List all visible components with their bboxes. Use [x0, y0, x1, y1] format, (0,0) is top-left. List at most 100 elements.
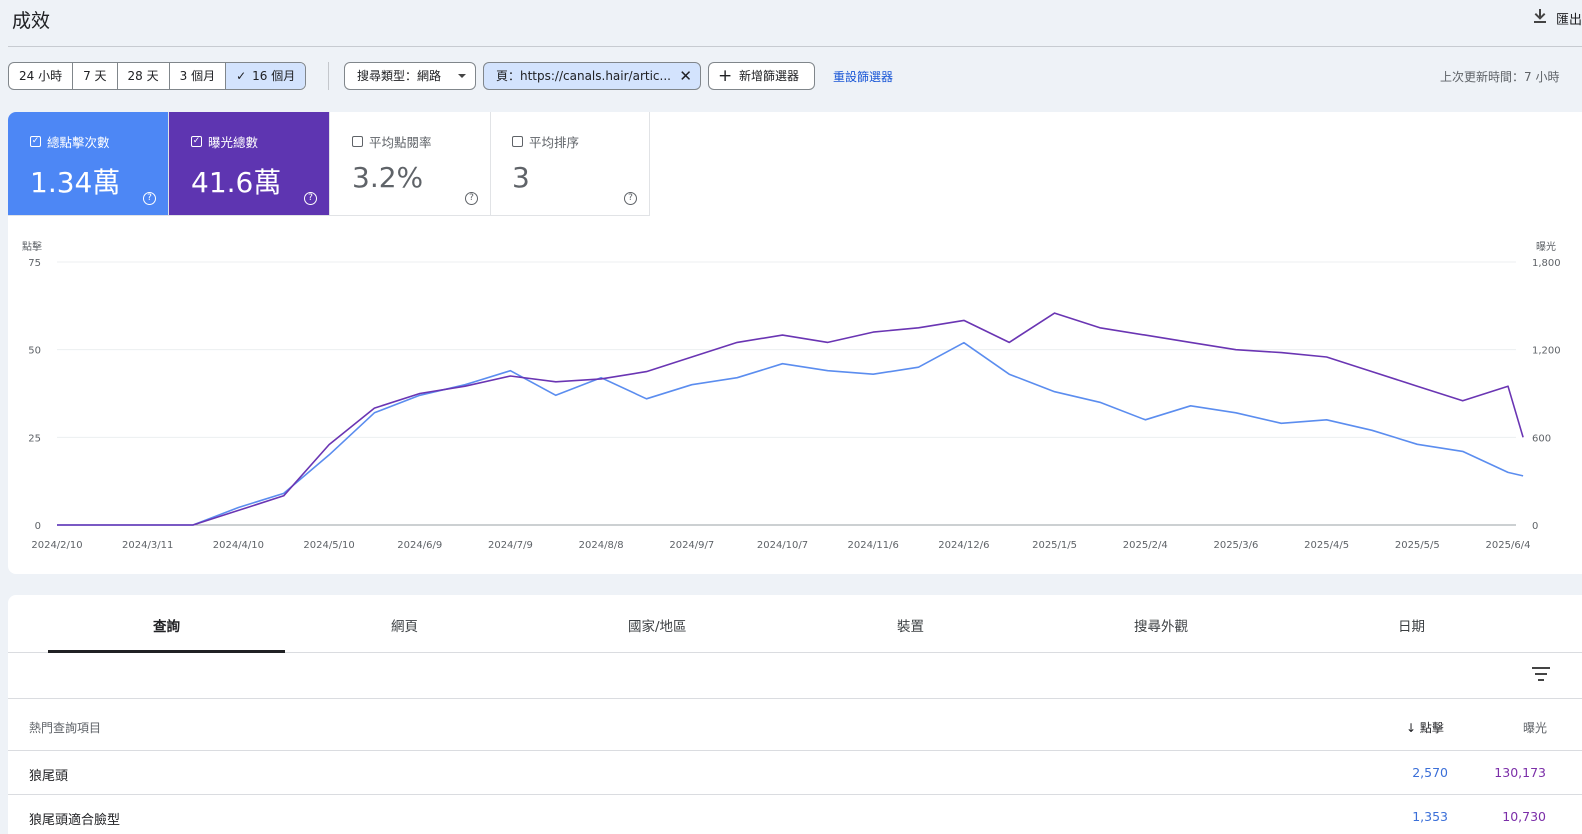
query-cell: 狼尾頭 [29, 769, 69, 784]
export-label: 匯出 [1555, 12, 1582, 28]
column-header-clicks[interactable]: ↓ 點擊 [1406, 721, 1444, 735]
last-updated-text: 上次更新時間：7 小時 [1440, 70, 1560, 84]
y-right-tick-label: 600 [1532, 433, 1551, 444]
checkbox-unchecked-icon [352, 136, 363, 147]
x-tick-label: 2024/9/7 [669, 540, 714, 551]
tab-dates[interactable]: 日期 [1398, 619, 1425, 635]
x-tick-label: 2024/7/9 [488, 540, 533, 551]
tab-pages[interactable]: 網頁 [391, 619, 418, 635]
close-icon[interactable]: ✕ [679, 67, 692, 85]
x-tick-label: 2025/5/5 [1395, 540, 1440, 551]
range-3m-button[interactable]: 3 個月 [170, 63, 227, 89]
x-tick-label: 2024/3/11 [122, 540, 173, 551]
metric-label: 平均點閱率 [369, 135, 432, 150]
header-divider [8, 46, 1582, 47]
plus-icon: + [718, 66, 733, 86]
performance-chart-card: ✓ 總點擊次數 1.34萬 ? ✓ 曝光總數 41.6萬 ? 平均點閱率 3.2% … [8, 112, 1582, 574]
help-icon[interactable]: ? [465, 192, 478, 205]
export-button[interactable]: 匯出 [1532, 8, 1582, 28]
page-filter-label: 頁：https://canals.hair/artic... [496, 69, 671, 83]
metric-value: 1.34萬 [30, 166, 121, 199]
results-table-card: 查詢 網頁 國家/地區 裝置 搜尋外觀 日期 熱門查詢項目 ↓ 點擊 曝光 狼尾… [8, 595, 1582, 834]
x-tick-label: 2024/6/9 [397, 540, 442, 551]
impressions-cell: 130,173 [1494, 765, 1546, 780]
tab-devices[interactable]: 裝置 [897, 619, 924, 635]
x-tick-label: 2025/2/4 [1123, 540, 1168, 551]
metric-value: 3 [512, 161, 530, 194]
metric-total-clicks[interactable]: ✓ 總點擊次數 1.34萬 ? [8, 112, 169, 216]
range-24h-button[interactable]: 24 小時 [9, 63, 74, 89]
y-left-tick-label: 0 [35, 521, 41, 532]
x-tick-label: 2024/4/10 [213, 540, 264, 551]
x-tick-label: 2024/12/6 [938, 540, 989, 551]
search-type-label: 搜尋類型：網路 [357, 69, 442, 83]
x-tick-label: 2024/8/8 [579, 540, 624, 551]
reset-filters-link[interactable]: 重設篩選器 [833, 70, 894, 84]
impressions-cell: 10,730 [1502, 809, 1546, 824]
filter-icon[interactable] [1532, 667, 1550, 681]
y-left-tick-label: 25 [28, 433, 41, 444]
range-28d-button[interactable]: 28 天 [118, 63, 170, 89]
y-left-axis-label: 點擊 [22, 240, 42, 253]
impressions-series-line [57, 312, 1524, 526]
metric-average-ctr[interactable]: 平均點閱率 3.2% ? [330, 112, 491, 216]
help-icon[interactable]: ? [304, 192, 317, 205]
x-tick-label: 2024/10/7 [757, 540, 808, 551]
x-tick-label: 2024/11/6 [848, 540, 899, 551]
query-cell: 狼尾頭適合臉型 [29, 813, 121, 828]
page-filter-chip[interactable]: 頁：https://canals.hair/artic... ✕ [483, 62, 701, 90]
range-7d-button[interactable]: 7 天 [73, 63, 118, 89]
tab-search-appearance[interactable]: 搜尋外觀 [1134, 619, 1188, 635]
y-left-tick-label: 50 [28, 346, 41, 357]
filter-bar: 24 小時 7 天 28 天 3 個月 ✓ 16 個月 搜尋類型：網路 頁：htt… [8, 62, 1582, 92]
help-icon[interactable]: ? [624, 192, 637, 205]
table-row[interactable]: 狼尾頭適合臉型 1,353 10,730 [8, 795, 1582, 834]
tab-countries[interactable]: 國家/地區 [628, 619, 687, 635]
metric-label: 曝光總數 [208, 135, 259, 150]
checkbox-unchecked-icon [512, 136, 523, 147]
dimension-tabs: 查詢 網頁 國家/地區 裝置 搜尋外觀 日期 [8, 595, 1582, 653]
active-tab-indicator [48, 650, 285, 653]
column-header-query: 熱門查詢項目 [29, 721, 102, 735]
add-filter-button[interactable]: + 新增篩選器 [708, 62, 815, 90]
column-header-impressions[interactable]: 曝光 [1523, 721, 1548, 735]
x-tick-label: 2025/4/5 [1304, 540, 1349, 551]
metric-label: 總點擊次數 [47, 135, 110, 150]
filter-divider [328, 62, 329, 90]
metric-average-position[interactable]: 平均排序 3 ? [490, 112, 650, 216]
clicks-series-line [57, 341, 1524, 526]
checkbox-checked-icon: ✓ [30, 136, 41, 147]
y-right-axis-label: 曝光 [1536, 240, 1556, 253]
check-icon: ✓ [236, 69, 247, 83]
page-title: 成效 [12, 10, 51, 32]
search-type-dropdown[interactable]: 搜尋類型：網路 [344, 62, 476, 90]
metric-total-impressions[interactable]: ✓ 曝光總數 41.6萬 ? [169, 112, 330, 216]
x-tick-label: 2025/3/6 [1213, 540, 1258, 551]
caret-down-icon [458, 74, 466, 78]
metric-value: 3.2% [352, 161, 424, 194]
x-tick-label: 2024/2/10 [31, 540, 82, 551]
x-tick-label: 2025/6/4 [1486, 540, 1531, 551]
y-right-tick-label: 0 [1532, 521, 1538, 532]
add-filter-label: 新增篩選器 [739, 69, 800, 83]
download-icon [1532, 8, 1548, 28]
help-icon[interactable]: ? [143, 192, 156, 205]
y-right-tick-label: 1,800 [1532, 258, 1561, 269]
metric-label: 平均排序 [529, 135, 580, 150]
page-header: 成效 匯出 [0, 0, 1582, 48]
table-row[interactable]: 狼尾頭 2,570 130,173 [8, 751, 1582, 795]
arrow-down-icon: ↓ [1406, 721, 1420, 735]
x-tick-label: 2025/1/5 [1032, 540, 1077, 551]
metric-value: 41.6萬 [191, 166, 282, 199]
y-left-tick-label: 75 [28, 258, 41, 269]
table-filter-row [8, 653, 1582, 699]
table-header-row: 熱門查詢項目 ↓ 點擊 曝光 [8, 699, 1582, 751]
tab-queries[interactable]: 查詢 [153, 619, 180, 635]
performance-line-chart: 0 0 25 600 50 1,200 75 1,800 點擊 曝光 2024/2/10 2024/3… [22, 240, 1561, 551]
clicks-cell: 2,570 [1412, 765, 1448, 780]
clicks-cell: 1,353 [1412, 809, 1448, 824]
range-16m-button[interactable]: ✓ 16 個月 [226, 63, 306, 89]
x-tick-label: 2024/5/10 [303, 540, 354, 551]
checkbox-checked-icon: ✓ [191, 136, 202, 147]
y-right-tick-label: 1,200 [1532, 346, 1561, 357]
